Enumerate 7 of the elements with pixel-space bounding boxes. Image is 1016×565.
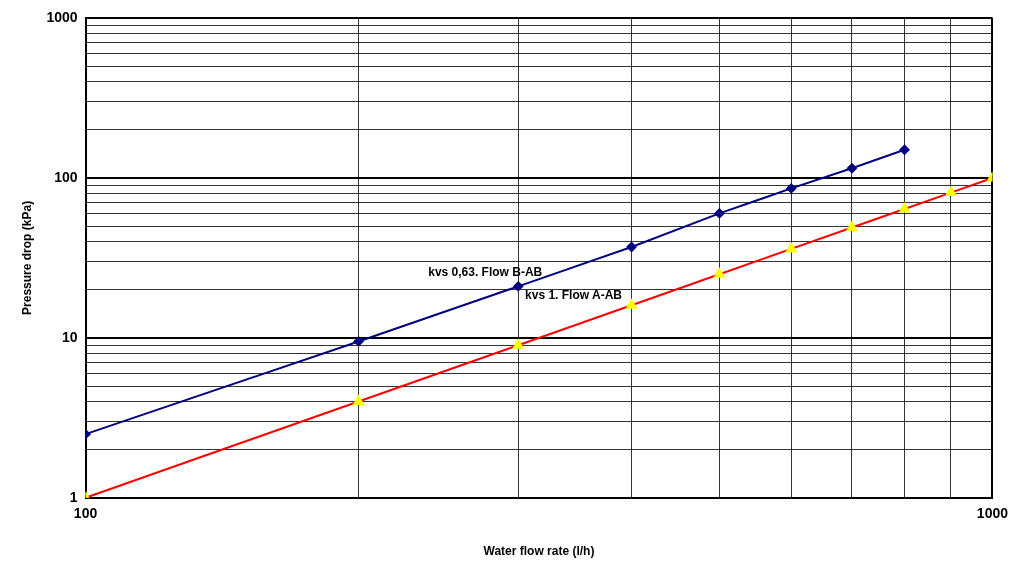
y-tick-label: 1000 bbox=[46, 8, 78, 25]
series-label: kvs 1. Flow A-AB bbox=[525, 287, 623, 302]
x-axis-title: Water flow rate (l/h) bbox=[483, 544, 595, 559]
y-tick-label: 100 bbox=[54, 168, 78, 185]
y-axis-title: Pressure drop (kPa) bbox=[19, 200, 34, 315]
y-tick-label: 1 bbox=[69, 488, 78, 505]
y-tick-label: 10 bbox=[61, 328, 78, 345]
